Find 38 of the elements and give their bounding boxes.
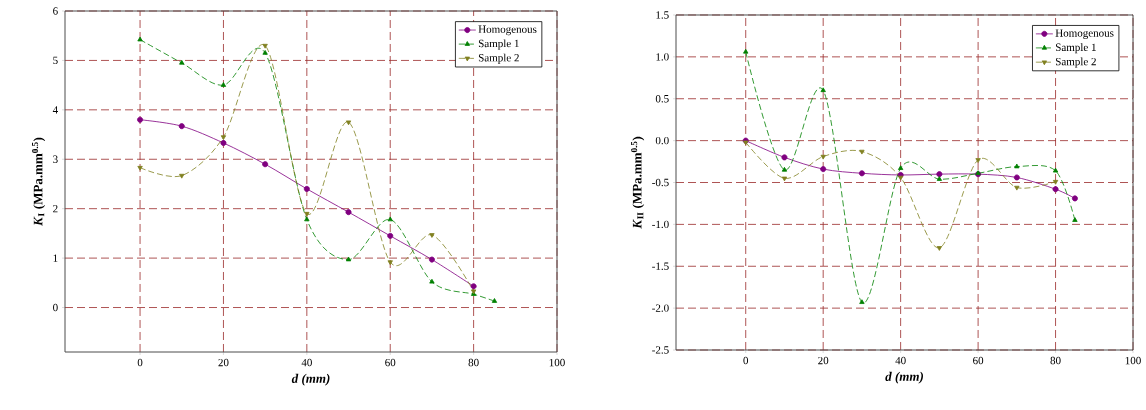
x-tick-label: 60: [973, 356, 984, 365]
y-tick-label: 0.5: [655, 95, 669, 103]
x-tick-label: 40: [895, 356, 906, 365]
legend-label: Sample 1: [1055, 43, 1096, 54]
x-tick-label: 80: [1050, 356, 1061, 365]
y-tick-label: -0.5: [652, 178, 669, 187]
legend-label: Homogenous: [478, 25, 537, 36]
y-tick-label: -1.0: [652, 220, 669, 229]
legend-label: Sample 2: [1055, 57, 1096, 68]
y-tick-label: 0: [53, 303, 58, 312]
x-axis-title: d (mm): [885, 371, 923, 384]
legend-label: Sample 1: [478, 39, 519, 50]
y-tick-label: 1.5: [656, 11, 669, 19]
x-tick-label: 80: [468, 358, 479, 367]
y-axis-title: K$_{II}$ (MPa.mm$^{0.5}$): [631, 136, 645, 229]
y-tick-label: 3: [53, 155, 58, 163]
y-tick-label: -2.5: [652, 346, 669, 354]
y-tick-label: 5: [53, 56, 58, 65]
legend-label: Homogenous: [1055, 29, 1114, 40]
y-tick-label: -2.0: [652, 304, 669, 312]
x-tick-label: 0: [137, 358, 143, 367]
y-tick-label: -1.5: [652, 262, 669, 270]
x-tick-label: 100: [1125, 356, 1141, 365]
y-tick-label: 2: [53, 205, 58, 213]
x-tick-label: 20: [818, 356, 829, 365]
y-axis-title: K$_{I}$ (MPa.mm$^{0.5}$): [31, 137, 46, 227]
y-tick-label: 1.0: [656, 53, 669, 61]
x-axis-title: d (mm): [291, 373, 330, 386]
x-tick-label: 60: [385, 358, 396, 367]
x-tick-label: 0: [743, 356, 749, 365]
x-tick-label: 20: [218, 358, 229, 367]
y-tick-label: 6: [53, 7, 58, 15]
y-tick-label: 4: [52, 106, 58, 114]
x-tick-label: 100: [549, 358, 565, 367]
x-tick-label: 40: [301, 358, 312, 367]
y-tick-label: 0.0: [655, 136, 669, 145]
y-tick-label: 1: [53, 254, 58, 262]
legend-label: Sample 2: [478, 53, 519, 64]
